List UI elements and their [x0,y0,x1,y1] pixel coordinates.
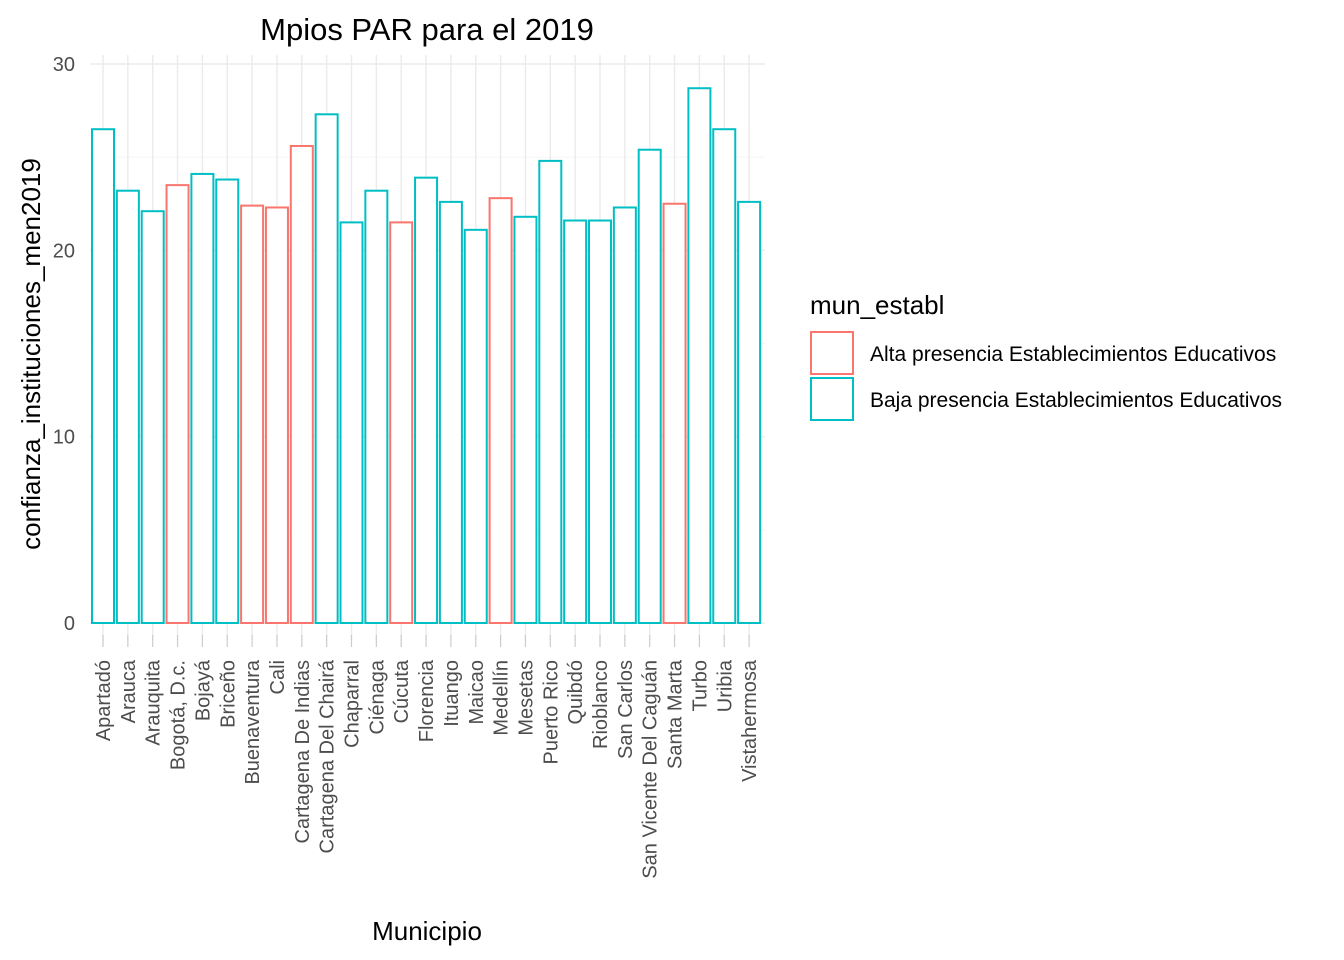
legend: mun_establ Alta presencia Establecimient… [810,290,1282,421]
bar [712,128,737,624]
x-tick-label: Uribia [714,659,736,712]
x-tick-label: Ituango [441,660,463,727]
bar [563,219,588,625]
bar [364,189,389,624]
x-tick-label: Chaparral [342,660,364,748]
bar [488,197,513,624]
x-tick-label: Florencia [416,659,438,742]
bar [463,228,488,624]
bar [289,144,314,624]
legend-label: Alta presencia Establecimientos Educativ… [870,343,1276,366]
x-tick-label: Cartagena Del Chairá [317,659,339,853]
chart-title: Mpios PAR para el 2019 [260,12,594,47]
x-tick-label: Rioblanco [590,660,612,749]
bar [115,189,140,624]
bar [513,215,538,624]
y-tick-label: 30 [53,54,75,76]
x-axis-tick-labels: Apartadó Arauca Arauquita Bogotá, D.c. Bojay… [93,659,761,879]
bar [687,87,712,625]
x-tick-label: Mesetas [515,660,537,736]
y-axis-tick-labels: 0 10 20 30 [53,54,75,635]
x-tick-label: San Carlos [615,660,637,759]
bar [264,206,289,625]
x-tick-label: Puerto Rico [540,660,562,765]
x-tick-label: Bogotá, D.c. [168,660,190,770]
x-axis-ticks [102,635,750,647]
x-tick-label: Santa Marta [665,659,687,769]
bar [414,176,439,624]
bar [140,210,165,624]
x-axis-title: Municipio [372,916,482,946]
y-tick-label: 10 [53,427,75,449]
x-tick-label: Buenaventura [242,659,264,784]
legend-items: Alta presencia Establecimientos Educativ… [810,331,1282,421]
bar [438,200,463,625]
x-tick-label: Briceño [217,660,239,728]
bar [637,148,662,624]
legend-label: Baja presencia Establecimientos Educativ… [870,389,1282,412]
bar [240,204,265,624]
x-tick-label: Cúcuta [391,659,413,723]
x-tick-label: Arauquita [143,659,165,745]
bar [389,221,414,624]
x-tick-label: Arauca [118,659,140,723]
x-tick-label: Maicao [466,660,488,724]
x-tick-label: Quibdó [565,660,587,725]
x-tick-label: Apartadó [93,660,115,741]
bars [91,87,762,625]
x-tick-label: San Vicente Del Caguán [640,660,662,879]
bar [91,128,115,624]
bar [588,219,612,625]
bar [165,184,190,624]
x-tick-label: Ciénaga [366,659,388,734]
x-tick-label: Turbo [689,660,711,712]
y-axis-title: confianza_instituciones_men2019 [16,158,46,550]
bar [339,221,364,624]
bar [612,206,637,625]
bar [215,178,240,624]
bar [662,202,687,624]
legend-key [810,377,854,421]
x-tick-label: Bojayá [192,659,214,721]
y-tick-label: 0 [64,613,75,635]
legend-title: mun_establ [810,290,944,320]
x-tick-label: Cali [267,660,289,694]
bar [190,172,215,624]
bar [314,113,339,624]
bar [538,159,563,624]
x-tick-label: Cartagena De Indias [292,660,314,843]
bar [737,200,762,625]
y-tick-label: 20 [53,240,75,262]
x-tick-label: Medellín [491,660,513,736]
x-tick-label: Vistahermosa [739,659,761,782]
legend-key [810,331,854,375]
